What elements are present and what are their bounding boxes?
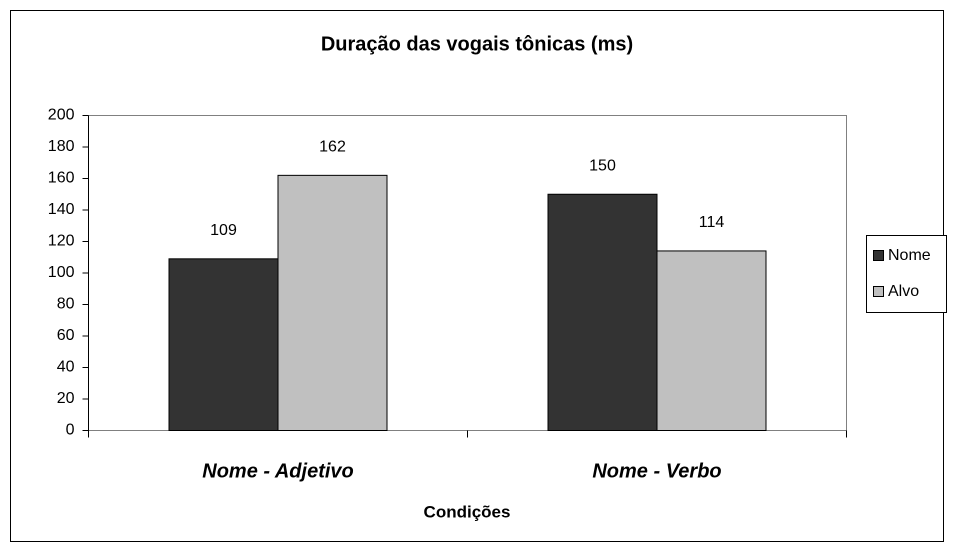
x-tick-label: Nome - Verbo (592, 460, 721, 482)
bar (277, 174, 388, 431)
y-tick-label: 180 (48, 138, 75, 155)
legend-label: Nome (888, 247, 931, 264)
y-tick-label: 160 (48, 170, 75, 187)
y-tick-label: 60 (57, 327, 75, 344)
y-tick-label: 120 (48, 233, 75, 250)
bar (547, 193, 658, 431)
y-tick-label: 80 (57, 296, 75, 313)
x-tick-label: Nome - Adjetivo (202, 460, 354, 482)
chart-title: Duração das vogais tônicas (ms) (321, 33, 633, 55)
legend-swatch (873, 286, 884, 297)
data-label: 109 (210, 222, 237, 239)
data-label: 114 (699, 214, 725, 231)
legend-swatch (873, 250, 884, 261)
bar (656, 250, 767, 431)
data-label: 162 (319, 139, 346, 156)
x-axis-label: Condições (424, 502, 511, 521)
legend-label: Alvo (888, 283, 919, 300)
y-tick-label: 200 (48, 107, 75, 124)
y-tick-label: 0 (66, 422, 75, 439)
data-label: 150 (589, 157, 616, 174)
y-tick-label: 40 (57, 359, 75, 376)
y-tick-label: 140 (48, 201, 75, 218)
y-tick-label: 20 (57, 390, 75, 407)
bar (168, 258, 279, 432)
legend (866, 235, 947, 313)
y-tick-label: 100 (48, 264, 75, 281)
